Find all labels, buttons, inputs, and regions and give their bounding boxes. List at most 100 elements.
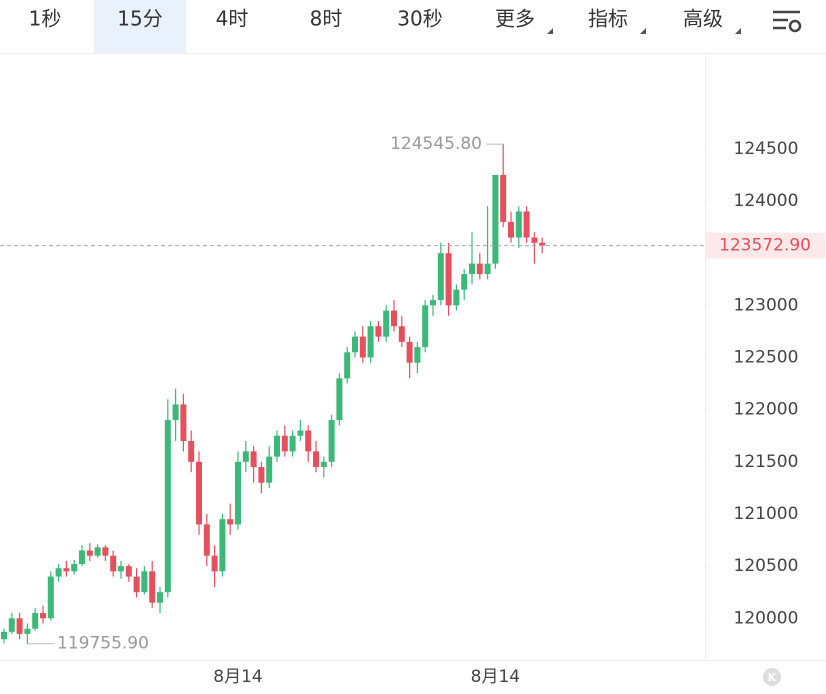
dropdown-mark <box>547 28 553 34</box>
tab[interactable]: 15分 <box>117 7 162 31</box>
y-tick-label: 120000 <box>734 608 799 628</box>
candle-body <box>523 211 530 238</box>
high-label: 124545.80 <box>390 134 482 154</box>
candle-body <box>375 326 382 337</box>
candle-body <box>250 451 257 468</box>
y-tick-label: 122000 <box>734 400 799 420</box>
candle-body <box>180 404 187 441</box>
candle-body <box>63 568 70 572</box>
candle-body <box>211 555 218 572</box>
candle-body <box>125 566 132 577</box>
logo-text: K <box>768 671 777 684</box>
candle-body <box>266 456 273 483</box>
candle-body <box>437 253 444 301</box>
candle-body <box>320 461 327 468</box>
candle-body <box>71 564 78 572</box>
candle-body <box>367 326 374 358</box>
x-tick-label: 8月14 <box>471 667 520 687</box>
candle-body <box>274 435 280 457</box>
tab[interactable]: 8时 <box>310 7 343 31</box>
candle-body <box>539 242 546 246</box>
active-tab-bg <box>94 0 186 53</box>
y-tick-label: 122500 <box>734 348 799 368</box>
candle-body <box>40 613 46 619</box>
tab[interactable]: 更多 <box>495 7 535 31</box>
candle-body <box>32 613 39 629</box>
candle-body <box>508 221 514 238</box>
candle-body <box>359 336 366 358</box>
candle-body <box>172 404 179 421</box>
candle-body <box>328 420 335 462</box>
candle-body <box>102 547 109 556</box>
candle-body <box>305 430 312 452</box>
y-tick-label: 124000 <box>734 191 799 211</box>
candle-body <box>133 576 140 593</box>
candle-body <box>422 305 429 348</box>
candle-body <box>344 352 351 379</box>
tab[interactable]: 指标 <box>588 7 628 31</box>
candle-body <box>219 519 226 572</box>
candle-body <box>484 263 491 275</box>
y-tick-label: 124500 <box>734 139 799 159</box>
candle-body <box>406 341 413 363</box>
low-label: 119755.90 <box>57 634 149 654</box>
tab[interactable]: 高级 <box>683 7 723 31</box>
settings-icon[interactable] <box>773 10 802 33</box>
logo-circle <box>763 668 781 686</box>
y-tick-label: 121500 <box>734 452 799 472</box>
candle-body <box>16 618 23 634</box>
dropdown-mark <box>640 28 646 34</box>
candle-body <box>391 310 397 327</box>
candle-body <box>242 451 249 462</box>
candle-body <box>445 253 452 306</box>
candle-body <box>94 547 101 556</box>
candle-body <box>500 174 507 222</box>
candle-body <box>203 524 210 556</box>
candle-body <box>227 519 234 525</box>
candle-body <box>531 237 538 243</box>
candle-body <box>149 571 156 603</box>
candle-body <box>8 618 15 632</box>
candle-body <box>281 435 288 452</box>
tab[interactable]: 30秒 <box>397 7 442 31</box>
tab[interactable]: 4时 <box>216 7 249 31</box>
y-tick-label: 123000 <box>734 295 799 315</box>
candle-body <box>383 310 390 337</box>
candle-body <box>196 461 202 525</box>
candle-body <box>258 467 265 483</box>
candle-body <box>157 592 163 603</box>
candle-body <box>461 274 468 290</box>
candle-body <box>1 631 7 640</box>
tab[interactable]: 1秒 <box>29 7 62 31</box>
candle-body <box>79 550 85 565</box>
candle-body <box>47 576 54 619</box>
candle-body <box>55 568 62 577</box>
candle-body <box>188 440 195 462</box>
x-tick-label: 8月14 <box>213 667 262 687</box>
candle-body <box>430 300 436 306</box>
candle-body <box>86 550 93 556</box>
candle-body <box>453 289 460 306</box>
candle-body <box>336 378 343 421</box>
candle-body <box>398 326 405 342</box>
candle-body <box>164 420 171 593</box>
dropdown-mark <box>735 28 741 34</box>
candle-body <box>469 263 475 275</box>
candle-body <box>352 336 358 353</box>
candle-body <box>492 174 499 264</box>
y-tick-label: 121000 <box>734 504 799 524</box>
candle-body <box>110 555 117 572</box>
candle-body <box>414 347 421 363</box>
candle-body <box>313 451 319 468</box>
candle-body <box>476 263 483 275</box>
last-price-box <box>706 232 825 259</box>
last-price-label: 123572.90 <box>719 236 811 256</box>
candle-body <box>297 430 304 436</box>
y-tick-label: 120500 <box>734 556 799 576</box>
candle-body <box>24 628 31 634</box>
candle-body <box>141 571 148 593</box>
candle-body <box>289 435 296 452</box>
candle-body <box>118 566 124 572</box>
candle-body <box>515 211 522 238</box>
